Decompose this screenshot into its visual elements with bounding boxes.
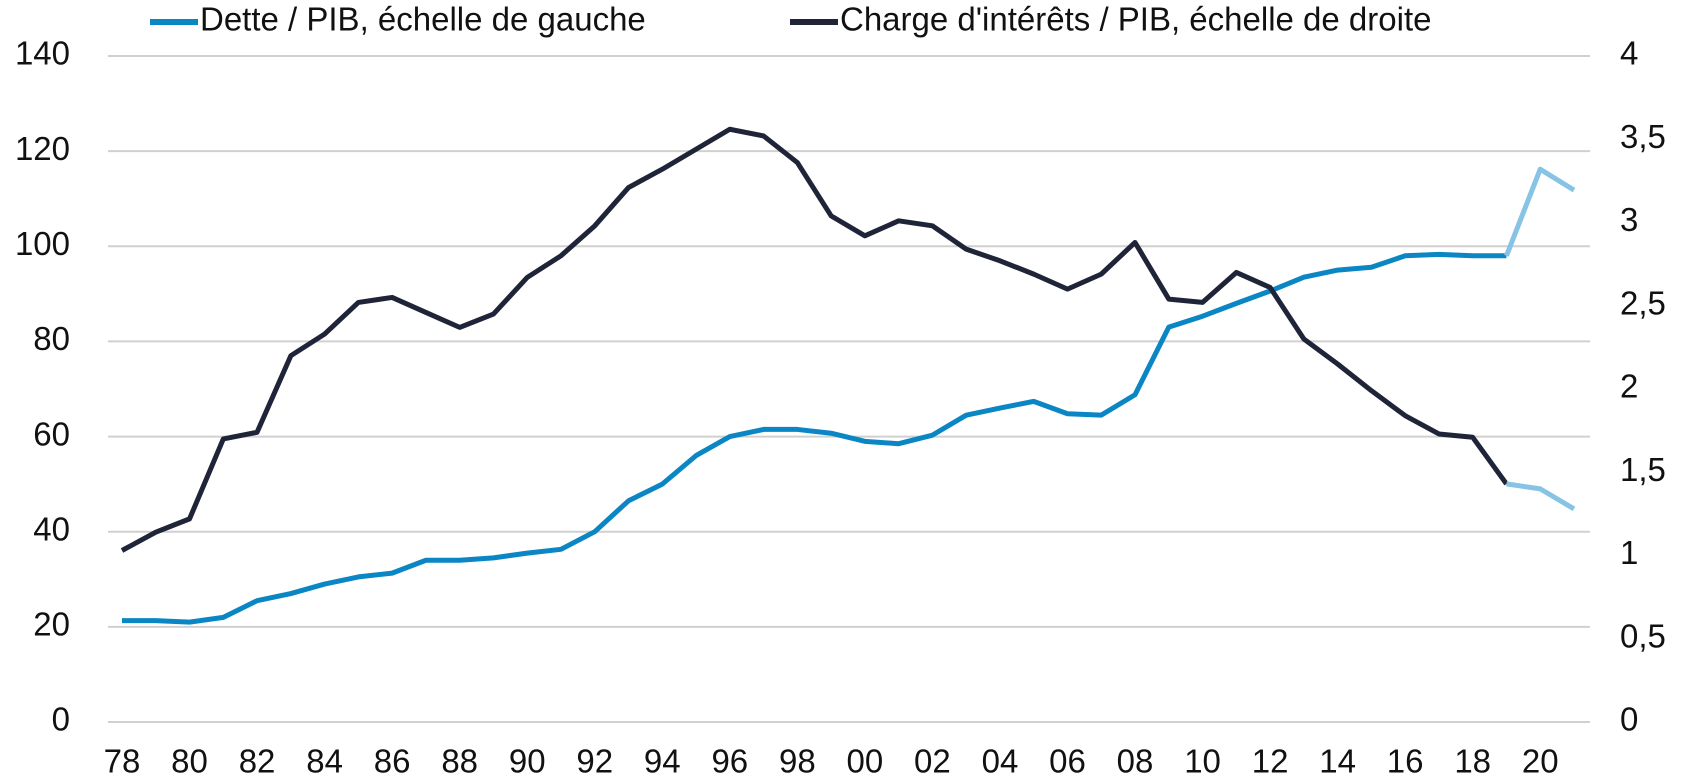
legend-label: Charge d'intérêts / PIB, échelle de droi…	[840, 1, 1431, 38]
y-tick-label: 0	[52, 701, 70, 738]
x-tick-label: 82	[239, 743, 276, 780]
x-tick-label: 18	[1454, 743, 1491, 780]
x-tick-label: 14	[1319, 743, 1356, 780]
y-tick-label: 140	[15, 35, 70, 72]
y-tick-label: 60	[33, 415, 70, 452]
x-tick-label: 84	[306, 743, 343, 780]
x-tick-label: 08	[1117, 743, 1154, 780]
y-tick-label: 40	[33, 510, 70, 547]
x-tick-label: 96	[711, 743, 748, 780]
x-tick-label: 12	[1252, 743, 1289, 780]
series-line	[122, 251, 1507, 625]
y-tick-label: 20	[33, 606, 70, 643]
x-tick-label: 92	[576, 743, 613, 780]
projection-line	[1504, 166, 1576, 257]
y-tick-label: 120	[15, 130, 70, 167]
y2-tick-label: 2,5	[1620, 284, 1666, 321]
x-tick-label: 80	[171, 743, 208, 780]
x-tick-label: 90	[509, 743, 546, 780]
y2-tick-label: 1	[1620, 534, 1638, 571]
y2-tick-label: 0	[1620, 701, 1638, 738]
projection-line	[1506, 481, 1576, 512]
y2-tick-label: 3	[1620, 201, 1638, 238]
x-tick-label: 98	[779, 743, 816, 780]
legend-label: Dette / PIB, échelle de gauche	[200, 1, 646, 38]
y2-tick-label: 4	[1620, 35, 1638, 72]
y2-tick-label: 0,5	[1620, 617, 1666, 654]
x-tick-label: 20	[1522, 743, 1559, 780]
x-tick-label: 02	[914, 743, 951, 780]
x-tick-label: 04	[982, 743, 1019, 780]
x-tick-label: 86	[374, 743, 411, 780]
x-tick-label: 78	[104, 743, 141, 780]
y2-tick-label: 3,5	[1620, 118, 1666, 155]
x-tick-label: 10	[1184, 743, 1221, 780]
x-tick-label: 88	[441, 743, 478, 780]
x-tick-label: 06	[1049, 743, 1086, 780]
x-tick-label: 94	[644, 743, 681, 780]
y-tick-label: 80	[33, 320, 70, 357]
y2-tick-label: 1,5	[1620, 451, 1666, 488]
x-tick-label: 16	[1387, 743, 1424, 780]
x-tick-label: 00	[847, 743, 884, 780]
y2-tick-label: 2	[1620, 368, 1638, 405]
series-line	[120, 126, 1509, 553]
y-tick-label: 100	[15, 225, 70, 262]
